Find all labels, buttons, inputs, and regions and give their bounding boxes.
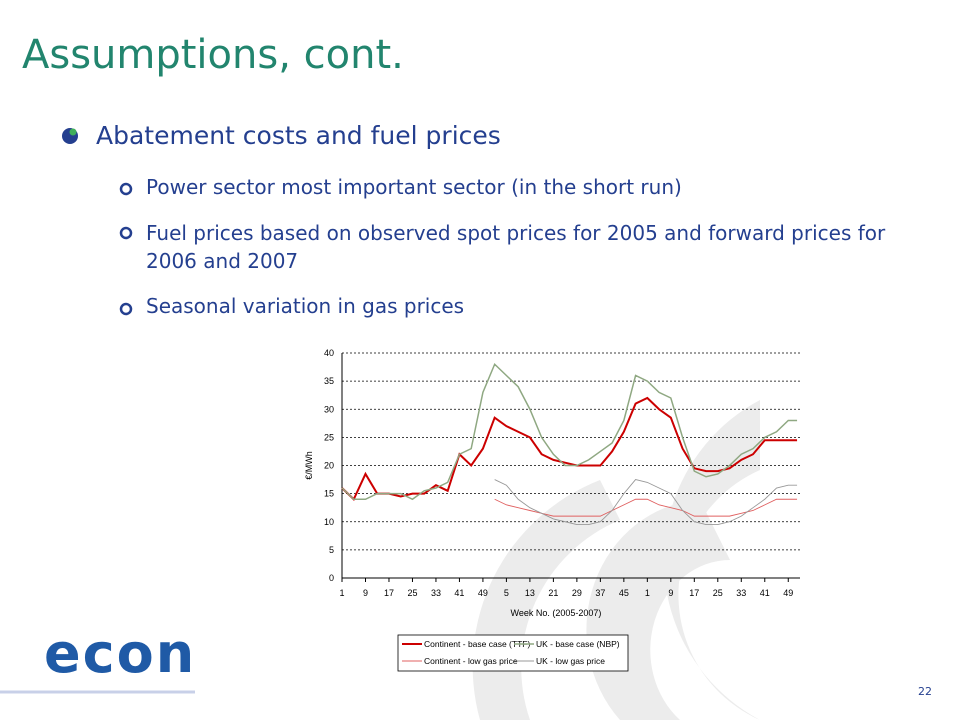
x-tick-label: 1	[339, 588, 344, 598]
series-line	[341, 396, 798, 501]
sub-bullet: Power sector most important sector (in t…	[146, 175, 682, 199]
logo: econ	[44, 622, 197, 685]
bullet	[119, 226, 133, 240]
x-tick-label: 9	[668, 588, 673, 598]
x-tick-label: 1	[645, 588, 650, 598]
x-tick-label: 17	[384, 588, 394, 598]
bullet	[69, 128, 77, 136]
x-tick-label: 13	[525, 588, 535, 598]
x-tick-label: 29	[572, 588, 582, 598]
x-tick-label: 33	[736, 588, 746, 598]
page-number: 22	[918, 685, 932, 698]
x-tick-label: 25	[713, 588, 723, 598]
sub-bullet: Fuel prices based on observed spot price…	[146, 221, 886, 273]
bg-shape	[663, 400, 930, 720]
x-tick-label: 49	[478, 588, 488, 598]
legend-box	[397, 634, 629, 672]
y-tick-label: 5	[329, 545, 334, 555]
legend-label: Continent - base case (TTF)	[424, 639, 530, 649]
series-line	[341, 362, 798, 501]
bullet	[119, 182, 133, 196]
y-tick-label: 30	[324, 404, 334, 414]
legend-label: UK - low gas price	[536, 656, 605, 666]
x-tick-label: 37	[595, 588, 605, 598]
x-tick-label: 49	[783, 588, 793, 598]
y-tick-label: 10	[324, 517, 334, 527]
x-tick-label: 41	[760, 588, 770, 598]
x-tick-label: 45	[619, 588, 629, 598]
sub-bullet: Seasonal variation in gas prices	[146, 294, 465, 318]
x-tick-label: 17	[689, 588, 699, 598]
x-tick-label: 21	[548, 588, 558, 598]
x-tick-label: 5	[504, 588, 509, 598]
slide-title: Assumptions, cont.	[22, 32, 404, 78]
y-tick-label: 15	[324, 489, 334, 499]
x-tick-label: 25	[407, 588, 417, 598]
series-line	[494, 479, 798, 526]
y-tick-label: 40	[324, 348, 334, 358]
legend-label: UK - base case (NBP)	[536, 639, 620, 649]
legend-label: Continent - low gas price	[424, 656, 518, 666]
main-bullet: Abatement costs and fuel prices	[96, 121, 501, 150]
y-tick-label: 35	[324, 376, 334, 386]
x-tick-label: 41	[454, 588, 464, 598]
y-tick-label: 0	[329, 573, 334, 583]
x-tick-label: 33	[431, 588, 441, 598]
x-axis-label: Week No. (2005-2007)	[511, 608, 602, 618]
y-tick-label: 20	[324, 461, 334, 471]
y-tick-label: 25	[324, 432, 334, 442]
y-axis-label: €/MWh	[304, 451, 314, 480]
x-tick-label: 9	[363, 588, 368, 598]
series-line	[494, 498, 798, 517]
bullet	[119, 302, 133, 316]
